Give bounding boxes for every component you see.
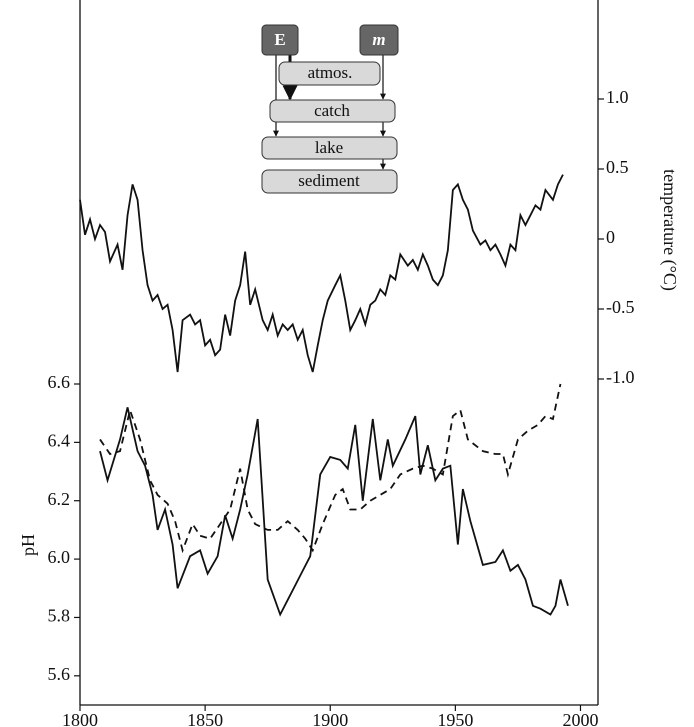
y-tick-label: 6.4 <box>48 430 71 450</box>
x-tick-label: 1950 <box>437 710 473 727</box>
inset-diagram: E m atmos. catch lake sediment <box>261 24 399 194</box>
mass-label: m <box>372 30 385 49</box>
sediment-box <box>261 169 398 194</box>
y-tick-label: 6.0 <box>48 547 71 567</box>
data-line <box>99 407 569 617</box>
emission-label: E <box>274 30 285 49</box>
x-tick-label: 2000 <box>562 710 598 727</box>
y2-tick-label: -0.5 <box>606 297 635 317</box>
box-label: lake <box>315 138 343 157</box>
x-tick-label: 1900 <box>312 710 348 727</box>
y2-axis-label: temperature (°C) <box>659 169 680 291</box>
data-line <box>99 383 562 554</box>
box-label: sediment <box>298 171 360 190</box>
atmos-box <box>278 61 381 86</box>
catch-box <box>269 99 396 123</box>
x-tick-label: 1850 <box>187 710 223 727</box>
y2-tick-label: 1.0 <box>606 87 629 107</box>
y2-tick-label: -1.0 <box>606 367 635 387</box>
y-axis-label: pH <box>18 534 38 556</box>
data-line <box>79 174 564 373</box>
box-label: atmos. <box>308 63 353 82</box>
y2-tick-label: 0 <box>606 227 615 247</box>
lake-box <box>261 136 398 160</box>
x-tick-label: 1800 <box>62 710 98 727</box>
box-label: catch <box>314 101 350 120</box>
y-tick-label: 6.2 <box>48 489 71 509</box>
mass-box <box>359 24 399 56</box>
y-tick-label: 5.8 <box>48 606 71 626</box>
emission-box <box>261 24 299 56</box>
y-tick-label: 6.6 <box>48 372 71 392</box>
y2-tick-label: 0.5 <box>606 157 629 177</box>
y-tick-label: 5.6 <box>48 664 71 684</box>
